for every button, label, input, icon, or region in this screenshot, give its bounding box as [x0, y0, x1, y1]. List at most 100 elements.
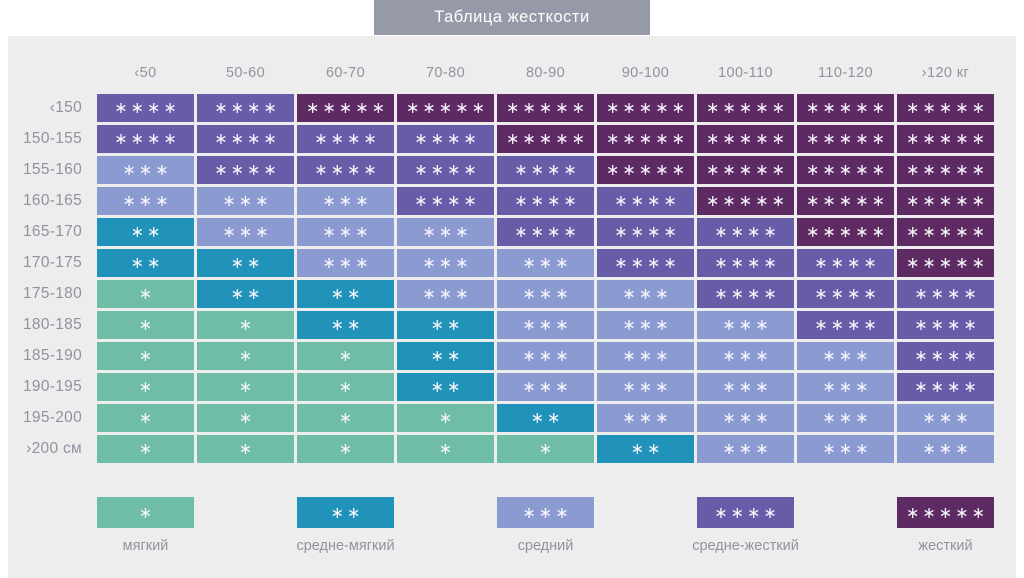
firmness-cell: ∗∗∗: [697, 404, 794, 432]
firmness-cell: ∗∗∗∗: [197, 125, 294, 153]
legend-label: средне-жесткий: [692, 538, 799, 554]
legend-item: ∗∗∗∗ средне-жесткий: [692, 497, 799, 554]
firmness-cell: ∗∗∗∗: [897, 280, 994, 308]
firmness-cell: ∗∗∗∗∗: [697, 125, 794, 153]
firmness-cell: ∗∗∗∗: [97, 125, 194, 153]
col-header: ‹50: [134, 65, 157, 81]
firmness-table: ‹150 ∗∗∗∗ ∗∗∗∗ ∗∗∗∗∗ ∗∗∗∗∗ ∗∗∗∗∗ ∗∗∗∗∗ ∗∗∗∗∗ ∗∗∗…: [8, 94, 994, 463]
firmness-cell: ∗∗∗∗∗: [897, 94, 994, 122]
firmness-cell: ∗∗: [197, 280, 294, 308]
firmness-cell: ∗∗∗: [797, 404, 894, 432]
row-label: 155-160: [23, 161, 82, 178]
firmness-cell: ∗∗∗∗: [197, 156, 294, 184]
firmness-cell: ∗∗∗∗: [397, 187, 494, 215]
firmness-cell: ∗∗: [297, 280, 394, 308]
firmness-cell: ∗∗: [597, 435, 694, 463]
firmness-cell: ∗∗∗∗: [797, 249, 894, 277]
firmness-cell: ∗∗∗∗∗: [797, 94, 894, 122]
firmness-cell: ∗∗∗∗: [697, 280, 794, 308]
firmness-cell: ∗∗∗: [397, 280, 494, 308]
firmness-cell: ∗: [97, 404, 194, 432]
firmness-cell: ∗∗∗∗∗: [697, 94, 794, 122]
firmness-cell: ∗∗∗∗: [497, 218, 594, 246]
firmness-cell: ∗∗∗∗: [297, 156, 394, 184]
legend-item: ∗∗∗ средний: [497, 497, 594, 554]
firmness-cell: ∗: [197, 311, 294, 339]
firmness-cell: ∗∗: [97, 218, 194, 246]
legend-swatch: ∗∗: [297, 497, 394, 528]
firmness-cell: ∗∗∗∗: [797, 280, 894, 308]
firmness-cell: ∗∗∗∗∗: [297, 94, 394, 122]
firmness-cell: ∗∗∗: [497, 249, 594, 277]
legend-swatch: ∗∗∗∗: [697, 497, 794, 528]
col-header: 100-110: [718, 65, 773, 81]
firmness-cell: ∗∗∗: [97, 187, 194, 215]
firmness-cell: ∗∗∗: [597, 373, 694, 401]
firmness-cell: ∗∗: [397, 342, 494, 370]
firmness-cell: ∗∗∗∗∗: [897, 187, 994, 215]
firmness-cell: ∗∗∗: [497, 280, 594, 308]
col-header: 50-60: [225, 65, 266, 81]
row-label: 170-175: [23, 254, 82, 271]
firmness-cell: ∗∗∗∗∗: [597, 94, 694, 122]
firmness-cell: ∗∗∗: [597, 280, 694, 308]
firmness-cell: ∗∗∗: [697, 311, 794, 339]
firmness-cell: ∗∗: [97, 249, 194, 277]
page-title: Таблица жесткости: [434, 8, 590, 26]
legend-label: средне-мягкий: [296, 538, 395, 554]
row-label: ›200 см: [26, 440, 82, 457]
firmness-cell: ∗∗∗∗∗: [797, 218, 894, 246]
firmness-cell: ∗∗∗: [97, 156, 194, 184]
firmness-cell: ∗∗∗: [297, 218, 394, 246]
firmness-cell: ∗∗∗∗∗: [897, 156, 994, 184]
row-label: ‹150: [49, 99, 82, 116]
firmness-cell: ∗∗∗∗: [597, 187, 694, 215]
firmness-cell: ∗∗∗: [697, 373, 794, 401]
firmness-cell: ∗∗∗∗∗: [897, 218, 994, 246]
firmness-cell: ∗∗∗∗: [497, 187, 594, 215]
row-label: 195-200: [23, 409, 82, 426]
legend-label: жесткий: [918, 538, 973, 554]
row-label: 160-165: [23, 192, 82, 209]
firmness-cell: ∗: [197, 435, 294, 463]
firmness-cell: ∗∗∗: [297, 187, 394, 215]
firmness-cell: ∗: [297, 373, 394, 401]
firmness-cell: ∗: [97, 435, 194, 463]
firmness-cell: ∗∗∗: [597, 342, 694, 370]
firmness-cell: ∗∗∗∗: [397, 125, 494, 153]
firmness-cell: ∗∗∗∗∗: [897, 249, 994, 277]
firmness-cell: ∗∗∗∗∗: [597, 125, 694, 153]
firmness-cell: ∗: [297, 435, 394, 463]
firmness-cell: ∗∗∗: [197, 187, 294, 215]
firmness-cell: ∗∗∗∗∗: [697, 187, 794, 215]
firmness-cell: ∗∗∗∗: [497, 156, 594, 184]
col-header: 70-80: [425, 65, 466, 81]
column-headers-row: ‹50 50-60 60-70 70-80 80-90 90-100 100-110 110-…: [8, 62, 994, 84]
firmness-cell: ∗∗∗∗: [697, 218, 794, 246]
firmness-cell: ∗∗∗∗: [597, 218, 694, 246]
firmness-cell: ∗∗∗: [897, 435, 994, 463]
firmness-cell: ∗∗∗: [797, 342, 894, 370]
firmness-cell: ∗∗∗: [197, 218, 294, 246]
firmness-cell: ∗: [97, 342, 194, 370]
firmness-cell: ∗∗∗∗∗: [897, 125, 994, 153]
legend-label: средний: [517, 538, 574, 554]
firmness-cell: ∗∗∗: [497, 342, 594, 370]
firmness-cell: ∗∗∗∗∗: [797, 187, 894, 215]
firmness-cell: ∗∗∗: [697, 342, 794, 370]
firmness-cell: ∗∗∗: [697, 435, 794, 463]
row-label: 180-185: [23, 316, 82, 333]
firmness-cell: ∗: [297, 342, 394, 370]
firmness-cell: ∗∗∗∗: [597, 249, 694, 277]
firmness-cell: ∗: [97, 280, 194, 308]
firmness-cell: ∗∗∗: [597, 311, 694, 339]
firmness-cell: ∗∗∗∗∗: [397, 94, 494, 122]
col-header: 60-70: [325, 65, 366, 81]
firmness-cell: ∗: [397, 435, 494, 463]
firmness-cell: ∗∗: [397, 311, 494, 339]
corner-spacer: [8, 62, 94, 84]
firmness-cell: ∗: [97, 373, 194, 401]
col-header: 90-100: [621, 65, 670, 81]
firmness-cell: ∗∗∗: [397, 249, 494, 277]
